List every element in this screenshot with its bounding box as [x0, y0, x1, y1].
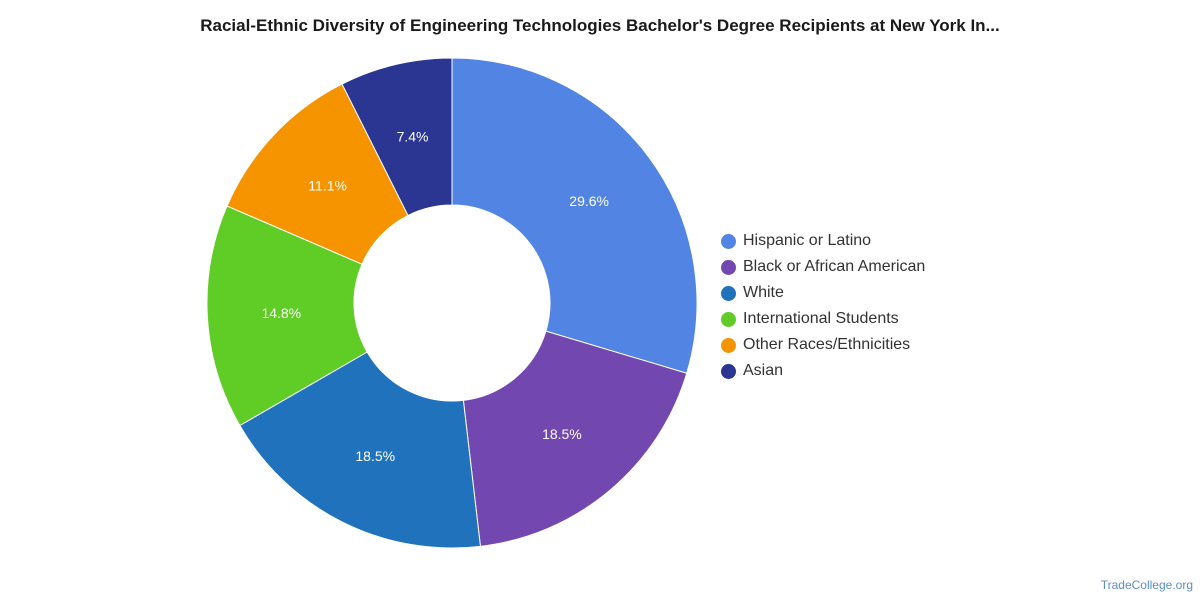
- legend: Hispanic or Latino Black or African Ameri…: [721, 228, 925, 384]
- chart-title: Racial-Ethnic Diversity of Engineering T…: [200, 16, 1000, 35]
- slice-label-black-or-african-american: 18.5%: [542, 426, 582, 442]
- legend-item-asian[interactable]: Asian: [721, 358, 925, 384]
- slice-white[interactable]: [239, 351, 481, 549]
- slice-asian[interactable]: [341, 57, 453, 217]
- legend-label-white: White: [743, 284, 784, 301]
- legend-label-hispanic-or-latino: Hispanic or Latino: [743, 232, 872, 249]
- slice-label-white: 18.5%: [355, 448, 395, 464]
- legend-item-international-students[interactable]: International Students: [721, 306, 925, 332]
- legend-item-white[interactable]: White: [721, 280, 925, 306]
- slice-label-asian: 7.4%: [397, 129, 429, 145]
- source-credit[interactable]: TradeCollege.org: [1100, 578, 1193, 592]
- slice-label-other-races-ethnicities: 11.1%: [308, 178, 347, 194]
- slice-label-international-students: 14.8%: [261, 305, 301, 321]
- legend-swatch-white: [721, 285, 736, 301]
- slice-black-or-african-american[interactable]: [462, 330, 688, 547]
- legend-label-international-students: International Students: [743, 310, 899, 327]
- legend-label-asian: Asian: [743, 362, 784, 379]
- slice-label-hispanic-or-latino: 29.6%: [569, 193, 609, 209]
- legend-swatch-international-students: [721, 311, 736, 327]
- legend-swatch-hispanic-or-latino: [721, 233, 736, 249]
- slice-international-students[interactable]: [206, 205, 368, 427]
- legend-swatch-other-races-ethnicities: [721, 337, 736, 353]
- legend-label-other-races-ethnicities: Other Races/Ethnicities: [743, 336, 911, 353]
- legend-item-black-or-african-american[interactable]: Black or African American: [721, 254, 925, 280]
- slice-other-races-ethnicities[interactable]: [226, 83, 409, 265]
- legend-item-hispanic-or-latino[interactable]: Hispanic or Latino: [721, 228, 925, 254]
- legend-swatch-black-or-african-american: [721, 259, 736, 275]
- legend-swatch-asian: [721, 363, 736, 379]
- slice-hispanic-or-latino[interactable]: [451, 57, 698, 374]
- slices-group: [206, 57, 698, 549]
- slice-labels-group: 29.6% 18.5% 18.5% 14.8% 11.1% 7.4%: [261, 129, 609, 464]
- legend-label-black-or-african-american: Black or African American: [743, 258, 926, 275]
- legend-item-other-races-ethnicities[interactable]: Other Races/Ethnicities: [721, 332, 925, 358]
